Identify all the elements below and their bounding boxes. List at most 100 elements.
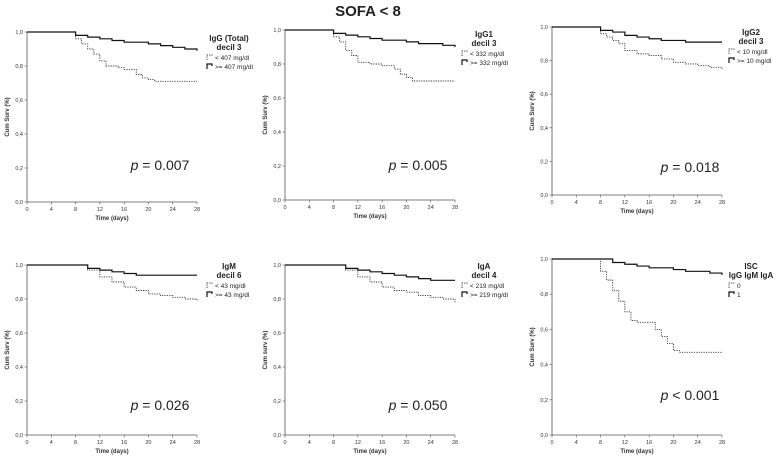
y-tick-label: 0,4 — [273, 130, 281, 136]
x-tick-label: 28 — [452, 205, 458, 211]
y-tick-label: 0,0 — [15, 200, 23, 206]
x-tick-label: 12 — [622, 200, 628, 206]
survival-curve-low — [552, 26, 723, 69]
survival-curve-low — [285, 29, 455, 82]
y-tick-label: 0,2 — [15, 399, 23, 405]
x-tick-label: 16 — [646, 200, 652, 206]
x-tick-label: 8 — [332, 440, 335, 446]
legend-entry-label: >= 407 mg/dl — [215, 64, 253, 71]
y-tick-label: 0,8 — [540, 292, 548, 298]
legend-swatch — [461, 50, 468, 56]
y-tick-label: 0,8 — [15, 64, 23, 70]
legend-title-line: decil 3 — [739, 37, 764, 46]
legend-swatch — [728, 282, 735, 288]
p-value-text: = 0.005 — [400, 157, 447, 173]
x-axis-title: Time (days) — [620, 209, 653, 215]
legend-title-line: decil 4 — [472, 271, 497, 280]
x-tick-label: 0 — [550, 440, 553, 446]
survival-curve-high — [27, 264, 197, 276]
x-axis-title: Time (days) — [620, 449, 653, 455]
legend-entry-label: >= 43 mg/dl — [215, 292, 250, 299]
p-value-text: = 0.050 — [400, 397, 447, 413]
p-letter: p — [388, 397, 401, 413]
legend-swatch — [461, 59, 468, 65]
y-tick-label: 0,0 — [273, 433, 281, 439]
legend-title-line: IgA — [478, 262, 491, 271]
survival-curve-high — [285, 264, 455, 281]
legend-entry-label: >= 219 mg/dl — [470, 292, 508, 299]
x-tick-label: 16 — [379, 205, 385, 211]
y-tick-label: 0,2 — [540, 159, 548, 165]
legend-title-line: IgG1 — [475, 30, 493, 39]
x-tick-label: 8 — [74, 440, 77, 446]
figure-title: SOFA < 8 — [335, 3, 401, 20]
x-tick-label: 0 — [283, 205, 286, 211]
y-axis-title: Cum surv (%) — [263, 331, 269, 370]
x-tick-label: 8 — [74, 207, 77, 213]
x-tick-label: 0 — [25, 440, 28, 446]
x-tick-label: 24 — [428, 205, 434, 211]
y-tick-label: 0,6 — [15, 98, 23, 104]
survival-curve-high — [552, 26, 722, 43]
x-tick-label: 12 — [622, 440, 628, 446]
p-value-annotation: p = 0.026 — [130, 397, 190, 413]
survival-curve-low — [285, 264, 456, 303]
x-tick-label: 4 — [50, 440, 53, 446]
y-axis-title: Cum Surv (%) — [530, 91, 536, 130]
km-panel-5: 0,0 0,2 0,4 0,6 0,8 1,0 0 4 8 12 16 20 24 28 Time (day… — [263, 262, 508, 455]
legend-swatch — [728, 291, 735, 297]
x-tick-label: 28 — [719, 200, 725, 206]
legend-title-line: decil 3 — [217, 43, 242, 52]
y-axis-title: Cum Surv (%) — [5, 97, 11, 136]
y-axis-title: Cum Surv (%) — [263, 95, 269, 134]
x-axis-title: Time (days) — [353, 449, 386, 455]
y-tick-label: 0,0 — [273, 198, 281, 204]
x-tick-label: 16 — [121, 207, 127, 213]
y-tick-label: 0,6 — [540, 92, 548, 98]
y-tick-label: 0,6 — [15, 331, 23, 337]
p-letter: p — [388, 157, 401, 173]
y-tick-label: 0,8 — [15, 297, 23, 303]
p-letter: p — [660, 387, 673, 403]
legend-title-line: IgM — [222, 262, 236, 271]
x-tick-label: 8 — [332, 205, 335, 211]
x-tick-label: 4 — [575, 200, 578, 206]
survival-curve-high — [285, 29, 456, 47]
x-tick-label: 24 — [695, 200, 701, 206]
x-tick-label: 28 — [194, 440, 200, 446]
x-tick-label: 0 — [550, 200, 553, 206]
x-tick-label: 16 — [646, 440, 652, 446]
survival-curve-low — [27, 264, 198, 301]
survival-curve-high — [552, 258, 723, 275]
p-letter: p — [130, 397, 143, 413]
x-tick-label: 24 — [170, 440, 176, 446]
p-value-annotation: p = 0.007 — [130, 157, 190, 173]
legend-entry-label: >= 332 mg/dl — [470, 60, 508, 67]
x-axis-title: Time (days) — [353, 214, 386, 220]
km-panel-4: 0,0 0,2 0,4 0,6 0,8 1,0 0 4 8 12 16 20 24 28 Time (day… — [5, 262, 250, 455]
y-tick-label: 1,0 — [273, 263, 281, 269]
legend-swatch — [206, 291, 213, 297]
legend-swatch — [728, 57, 735, 63]
p-value-text: < 0.001 — [672, 387, 719, 403]
x-tick-label: 12 — [355, 205, 361, 211]
legend-title-line: ISC — [744, 262, 758, 271]
p-value-annotation: p = 0.050 — [388, 397, 448, 413]
y-tick-label: 0,8 — [273, 62, 281, 68]
y-tick-label: 0,0 — [540, 193, 548, 199]
y-tick-label: 1,0 — [15, 30, 23, 36]
x-tick-label: 8 — [599, 440, 602, 446]
x-tick-label: 28 — [194, 207, 200, 213]
x-tick-label: 12 — [355, 440, 361, 446]
legend-swatch — [461, 282, 468, 288]
legend-entry-label: < 10 mg/dl — [737, 49, 768, 56]
legend-title-line: decil 6 — [217, 271, 242, 280]
x-tick-label: 20 — [145, 207, 151, 213]
survival-curve-low — [552, 258, 722, 353]
y-tick-label: 0,8 — [273, 297, 281, 303]
km-panel-3: 0,0 0,2 0,4 0,6 0,8 1,0 0 4 8 12 16 20 24 28 Time (day… — [530, 25, 772, 215]
legend-title-line: IgG2 — [742, 28, 760, 37]
p-value-text: = 0.026 — [142, 397, 189, 413]
x-tick-label: 4 — [308, 205, 311, 211]
